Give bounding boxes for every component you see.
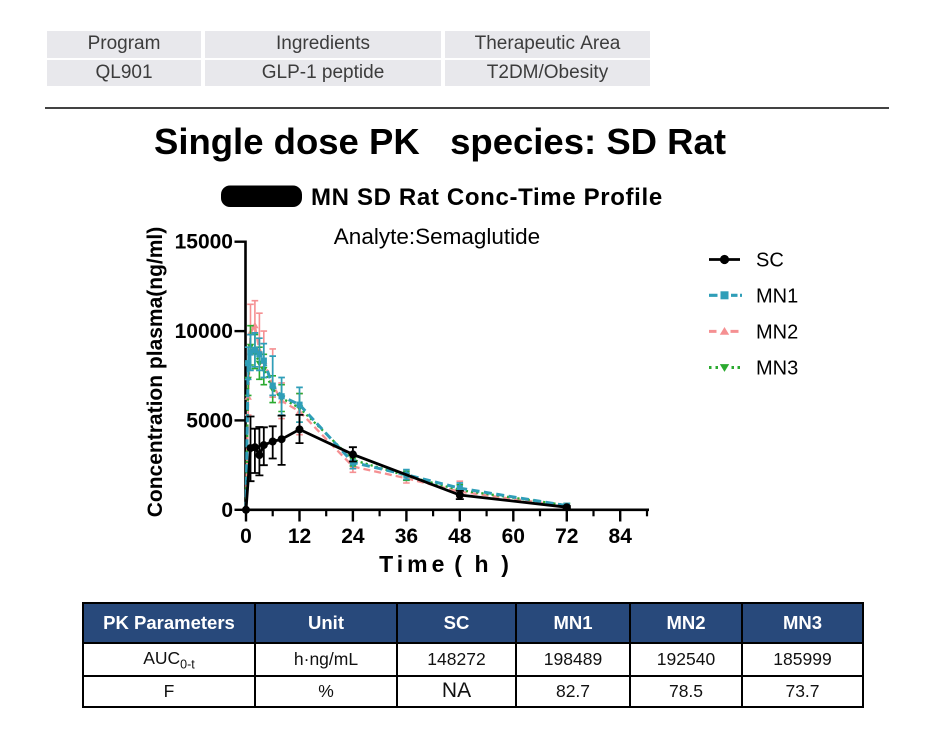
svg-text:10000: 10000 xyxy=(175,320,233,343)
svg-text:MN3: MN3 xyxy=(756,358,798,380)
svg-text:84: 84 xyxy=(609,525,633,548)
svg-text:MN2: MN2 xyxy=(756,321,798,343)
svg-text:MN SD Rat Conc-Time Profile: MN SD Rat Conc-Time Profile xyxy=(311,184,663,211)
svg-text:Analyte:Semaglutide: Analyte:Semaglutide xyxy=(334,224,540,249)
svg-text:SC: SC xyxy=(756,250,784,272)
svg-text:12: 12 xyxy=(288,525,311,548)
svg-text:MN1: MN1 xyxy=(756,285,798,307)
svg-text:5000: 5000 xyxy=(186,409,233,432)
svg-text:0: 0 xyxy=(221,499,233,522)
svg-text:60: 60 xyxy=(502,525,525,548)
svg-text:72: 72 xyxy=(555,525,578,548)
svg-text:0: 0 xyxy=(240,525,252,548)
svg-text:15000: 15000 xyxy=(175,231,233,254)
svg-text:24: 24 xyxy=(341,525,365,548)
svg-text:48: 48 xyxy=(448,525,472,548)
svg-text:Concentration plasma(ng/ml): Concentration plasma(ng/ml) xyxy=(144,227,167,518)
svg-text:36: 36 xyxy=(395,525,418,548)
svg-text:Time ( h ): Time ( h ) xyxy=(379,551,513,577)
